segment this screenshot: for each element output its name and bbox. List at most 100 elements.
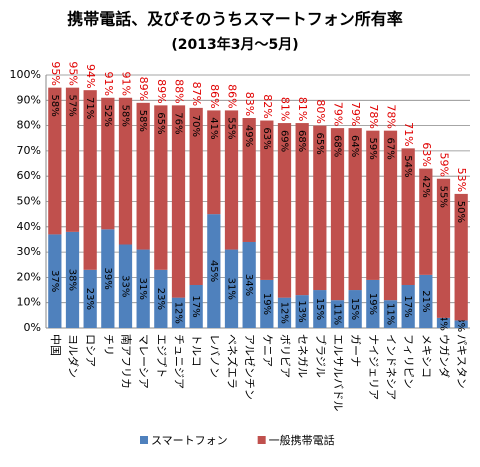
value-label: 31% <box>137 278 148 300</box>
total-label: 95% <box>49 61 62 85</box>
value-label: 71% <box>84 97 95 119</box>
y-tick-label: 10% <box>17 296 41 309</box>
x-tick-label: ベネズエラ <box>226 334 240 389</box>
value-label: 23% <box>84 288 95 310</box>
x-tick-label: メキシコ <box>420 334 433 378</box>
value-label: 67% <box>385 138 396 160</box>
bar-segment <box>383 130 398 301</box>
y-tick-label: 20% <box>17 270 41 283</box>
x-tick-label: エルサルバドル <box>332 334 345 411</box>
x-tick-label: レバノン <box>208 334 221 378</box>
value-label: 64% <box>349 135 360 157</box>
total-label: 78% <box>385 104 398 128</box>
bar-segment <box>65 87 80 232</box>
x-tick-label: ブラジル <box>314 334 328 378</box>
total-label: 91% <box>120 72 133 96</box>
value-label: 11% <box>332 303 343 325</box>
bar-segment <box>224 110 239 250</box>
total-label: 86% <box>226 84 239 108</box>
x-tick-label: チリ <box>102 334 115 356</box>
total-label: 89% <box>137 77 150 101</box>
y-tick-label: 0% <box>24 321 41 334</box>
value-label: 34% <box>243 274 254 296</box>
value-label: 3% <box>455 316 466 332</box>
bar-segment <box>260 120 274 280</box>
value-label: 33% <box>120 275 131 297</box>
x-tick-label: ナイジェリア <box>367 334 380 400</box>
bar-segment <box>313 125 327 291</box>
value-label: 23% <box>155 288 166 310</box>
x-tick-label: マレーシア <box>137 334 150 389</box>
x-tick-label: エジプト <box>155 334 168 378</box>
value-label: 17% <box>402 295 413 317</box>
total-label: 95% <box>67 61 80 85</box>
bar-segment <box>101 97 115 230</box>
total-label: 83% <box>243 92 256 116</box>
bar-segment <box>454 320 468 328</box>
total-label: 79% <box>332 102 345 126</box>
bar-segment <box>348 290 362 328</box>
bar-segment <box>136 249 150 328</box>
bar-segment <box>189 107 203 285</box>
value-label: 58% <box>49 95 60 117</box>
x-tick-label: ガーナ <box>349 334 362 367</box>
chart-subtitle: (2013年3月～5月) <box>171 36 298 53</box>
y-tick-label: 90% <box>17 93 41 106</box>
total-label: 79% <box>349 102 362 126</box>
x-tick-label: ウガンダ <box>438 334 452 378</box>
x-tick-label: 中国 <box>49 334 62 356</box>
x-tick-label: ボリビア <box>279 334 292 378</box>
value-label: 12% <box>279 302 290 324</box>
total-label: 53% <box>455 168 468 192</box>
legend-label: スマートフォン <box>151 434 228 447</box>
value-label: 11% <box>385 303 396 325</box>
value-label: 68% <box>296 130 307 152</box>
bar-segment <box>154 105 168 270</box>
bar-segment <box>366 279 380 328</box>
bar-segment <box>419 274 433 328</box>
value-label: 4% <box>438 315 449 331</box>
value-label: 58% <box>137 110 148 132</box>
total-label: 71% <box>402 122 415 146</box>
value-label: 21% <box>420 290 431 312</box>
value-label: 13% <box>296 300 307 322</box>
bar-segment <box>401 284 415 328</box>
total-label: 89% <box>155 79 168 103</box>
bar-segment <box>224 249 239 328</box>
bar-segment <box>454 193 468 321</box>
value-label: 57% <box>67 95 78 117</box>
value-label: 68% <box>332 135 343 157</box>
y-tick-label: 50% <box>17 195 41 208</box>
value-label: 17% <box>190 295 201 317</box>
value-label: 12% <box>173 302 184 324</box>
legend-swatch <box>257 436 266 444</box>
value-label: 69% <box>279 130 290 152</box>
total-label: 87% <box>190 82 203 106</box>
x-tick-label: フィリピン <box>402 334 415 389</box>
bar-segment <box>330 300 345 328</box>
value-label: 63% <box>261 127 272 149</box>
total-label: 86% <box>208 84 221 108</box>
bar-segment <box>419 168 433 275</box>
chart-title: 携帯電話、及びそのうちスマートフォン所有率 <box>67 10 403 29</box>
bar-segment <box>348 128 362 291</box>
bar-segment <box>260 279 274 328</box>
bar-segment <box>366 130 380 280</box>
bar-segment <box>313 290 327 328</box>
total-label: 78% <box>367 104 380 128</box>
value-label: 15% <box>314 298 325 320</box>
value-label: 19% <box>367 293 378 315</box>
bar-segment <box>48 87 62 235</box>
x-tick-label: 南アフリカ <box>120 334 133 389</box>
value-label: 59% <box>367 138 378 160</box>
bar-segment <box>242 118 256 242</box>
x-tick-label: インドネシア <box>385 334 398 400</box>
y-tick-label: 80% <box>17 119 41 132</box>
x-tick-label: トルコ <box>190 334 203 367</box>
value-label: 39% <box>102 268 113 290</box>
total-label: 91% <box>102 72 115 96</box>
total-label: 82% <box>261 94 274 118</box>
bar-segment <box>65 231 80 328</box>
value-label: 50% <box>455 201 466 223</box>
x-tick-label: アルゼンチン <box>243 334 256 400</box>
